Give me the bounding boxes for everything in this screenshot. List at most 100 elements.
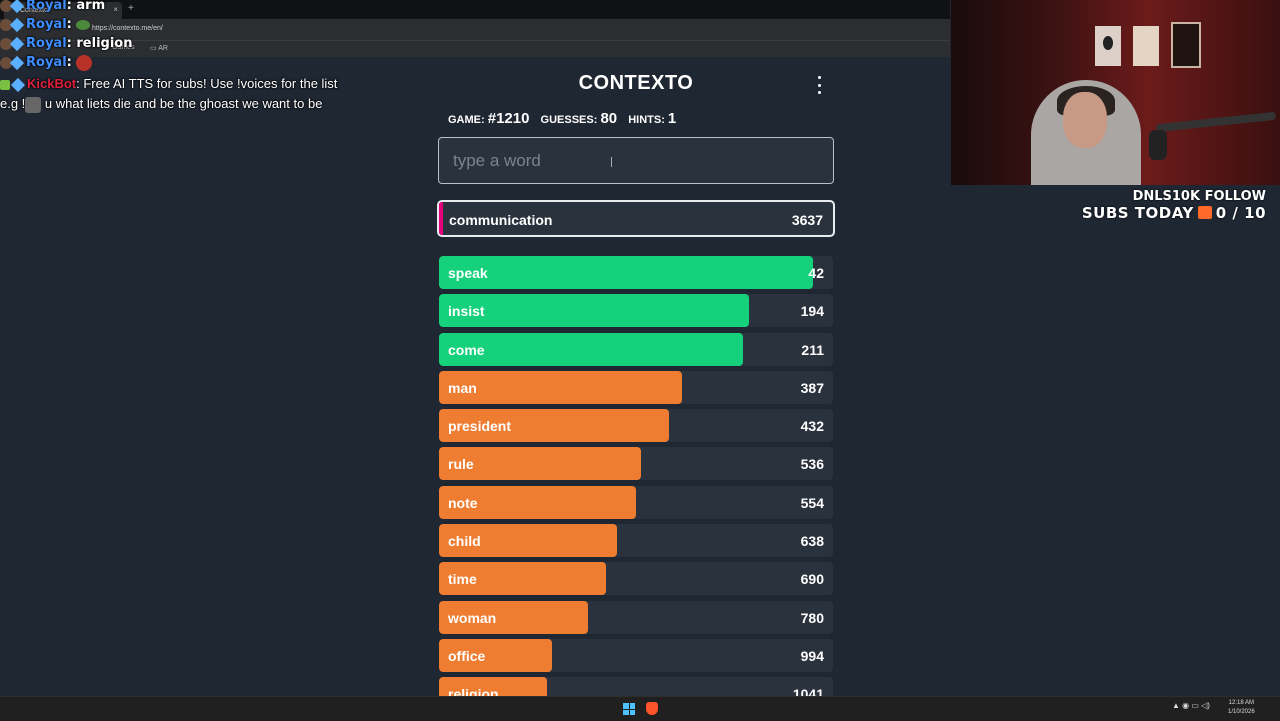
wall-art (1171, 22, 1201, 68)
browser-tab-bar: Contexto × + (0, 0, 950, 19)
clock-time: 12:18 AM (1228, 700, 1255, 706)
menu-icon[interactable] (812, 76, 826, 94)
guess-word: rule (448, 456, 474, 473)
chat-username: KickBot (27, 76, 77, 91)
game-title: CONTEXTO (578, 72, 694, 94)
chat-username: Royal (26, 55, 67, 70)
hints-count: 1 (667, 110, 677, 127)
guesses-count: 80 (600, 110, 618, 127)
chat-text: : (66, 55, 72, 70)
guess-rank: 211 (801, 341, 824, 358)
guess-word: office (448, 647, 486, 664)
verified-badge-icon (0, 79, 10, 90)
proximity-bar (439, 600, 588, 634)
bookmark-ar[interactable]: ▭ AR (150, 45, 168, 52)
follow-goal: DNLS10K FOLLOW (1132, 189, 1266, 204)
chat-username: Royal (26, 36, 67, 51)
chat-message: Royal: arm (0, 0, 105, 16)
guess-row: man 387 (439, 370, 833, 404)
emote-icon (76, 19, 91, 30)
current-guess-marker (439, 202, 443, 235)
browser-tab[interactable]: Contexto × (4, 2, 122, 19)
streamer-face (1063, 92, 1107, 148)
wall-art (1133, 26, 1159, 66)
windows-start-icon[interactable] (623, 703, 635, 715)
gift-icon (1197, 206, 1212, 219)
avatar-icon (0, 0, 12, 12)
game-stats: GAME: #1210 GUESSES: 80 HINTS: 1 (448, 110, 684, 127)
chat-message: Royal: (0, 15, 91, 35)
tab-close-icon[interactable]: × (113, 5, 118, 14)
chat-text: : religion (66, 36, 133, 51)
chat-text: : arm (66, 0, 106, 13)
guess-row: speak 42 (439, 256, 833, 289)
guess-rank: 994 (800, 647, 824, 664)
guess-word: time (448, 571, 477, 588)
bookmarks-bar: Games ▭ AR (0, 40, 950, 57)
bookmark-games[interactable]: Games (112, 44, 135, 51)
guess-rank: 780 (800, 609, 824, 626)
brave-browser-icon[interactable] (646, 702, 658, 715)
guess-word: note (448, 494, 478, 511)
sword-badge-icon (9, 55, 25, 70)
guess-row: time 690 (439, 562, 833, 596)
proximity-bar (439, 638, 553, 672)
text-cursor-icon (611, 157, 612, 167)
chat-message: Royal: (0, 53, 93, 73)
proximity-bar (439, 524, 618, 558)
guess-rank: 387 (800, 379, 824, 396)
guess-word: president (448, 418, 512, 435)
avatar-icon (0, 37, 12, 50)
guess-row: insist 194 (439, 294, 833, 328)
chat-message: Royal: religion (0, 34, 132, 54)
avatar-icon (0, 18, 12, 31)
url-field[interactable]: https://contexto.me/en/ (92, 25, 163, 32)
guess-word: woman (448, 609, 497, 626)
webcam-feed (951, 0, 1280, 185)
guesses-label: GUESSES: (540, 114, 598, 126)
guess-row: rule 536 (439, 447, 833, 481)
system-tray-icons[interactable]: ▲ ◉ ▭ ◁) (1172, 701, 1210, 710)
guess-row: office 994 (439, 638, 833, 672)
current-guess-rank: 3637 (791, 212, 823, 228)
address-bar: https://contexto.me/en/ (0, 19, 950, 40)
wall-art (1095, 26, 1121, 66)
proximity-bar (439, 562, 607, 596)
clock-date: 1/10/2026 (1228, 709, 1255, 715)
bookmark-ar-label: AR (158, 45, 168, 52)
sword-badge-icon (9, 0, 25, 13)
guess-row: child 638 (439, 524, 833, 558)
guess-row: come 211 (439, 332, 833, 366)
guess-rank: 42 (808, 265, 824, 281)
guess-rank: 194 (800, 303, 824, 320)
chat-text-tail: u what liets die and be the ghoast we wa… (41, 96, 323, 111)
guess-rank: 638 (800, 533, 824, 550)
taskbar-clock[interactable]: 12:18 AM 1/10/2026 (1228, 699, 1255, 717)
guess-word: speak (448, 265, 488, 281)
guess-word: insist (448, 303, 485, 320)
guess-rank: 432 (800, 418, 824, 435)
proximity-bar (439, 409, 670, 443)
chat-username: Royal (26, 17, 67, 32)
current-guess-word: communication (449, 212, 553, 228)
proximity-bar (439, 370, 683, 404)
guess-word: man (448, 379, 477, 396)
subs-count: 0 / 10 (1215, 204, 1266, 222)
sword-badge-icon (9, 17, 25, 32)
guess-list: speak 42 insist 194 come 211 man 387 president 43… (439, 256, 833, 716)
proximity-bar (439, 294, 750, 328)
hints-label: HINTS: (628, 114, 665, 126)
proximity-bar (439, 332, 744, 366)
guess-rank: 690 (800, 571, 824, 588)
word-input[interactable] (438, 137, 834, 184)
guess-rank: 554 (800, 494, 824, 511)
devil-emote-icon (76, 54, 93, 71)
tab-title: Contexto (20, 7, 49, 14)
windows-taskbar: ▲ ◉ ▭ ◁) 12:18 AM 1/10/2026 (0, 696, 1280, 721)
guess-rank: 536 (800, 456, 824, 473)
chat-message: KickBot: Free AI TTS for subs! Use !voic… (0, 74, 340, 114)
proximity-bar (439, 256, 814, 289)
new-tab-button[interactable]: + (128, 3, 134, 14)
emote-icon (25, 96, 42, 113)
game-label: GAME: (448, 114, 485, 126)
